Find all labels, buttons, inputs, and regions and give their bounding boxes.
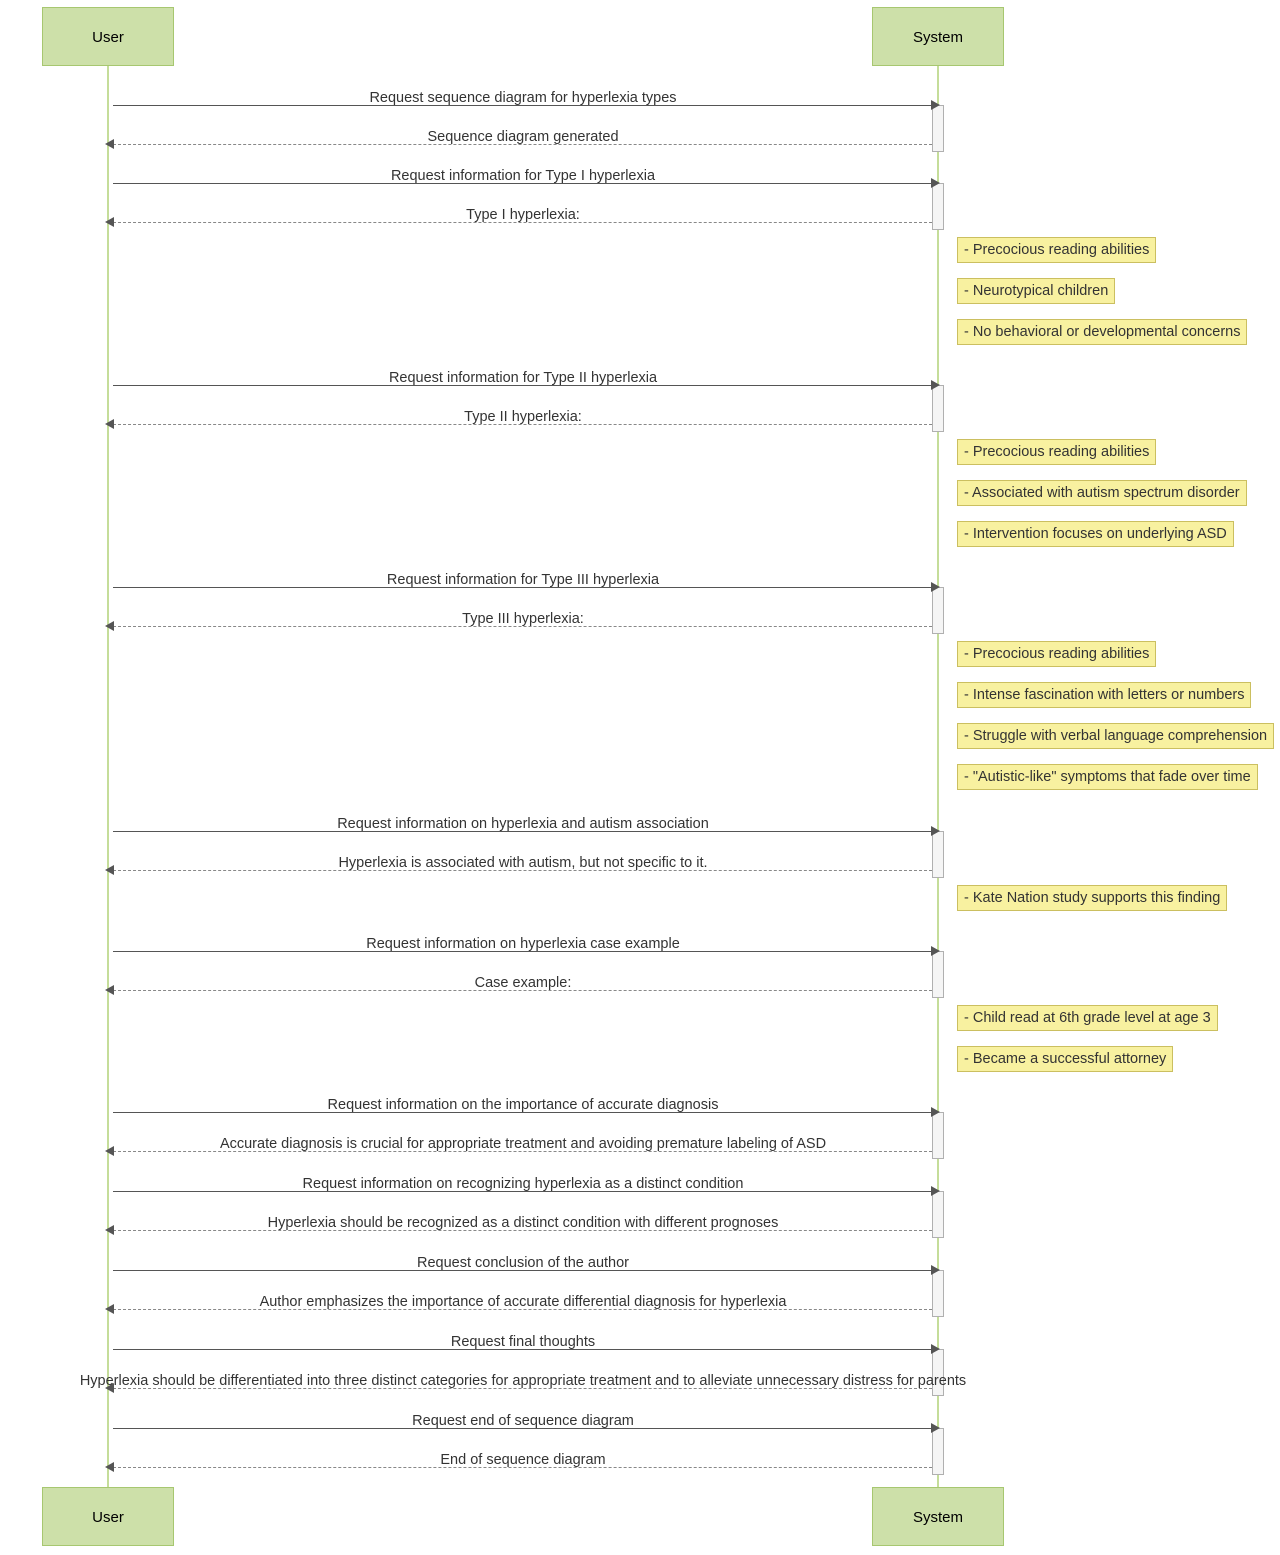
arrowhead-13	[105, 1146, 114, 1156]
message-arrow-8	[113, 831, 932, 832]
arrowhead-15	[105, 1225, 114, 1235]
message-arrow-12	[113, 1112, 932, 1113]
note-6: - Precocious reading abilities	[957, 641, 1156, 667]
message-label-12: Request information on the importance of…	[0, 1097, 1046, 1113]
arrowhead-1	[105, 139, 114, 149]
note-9: - "Autistic-like" symptoms that fade ove…	[957, 764, 1258, 790]
arrowhead-3	[105, 217, 114, 227]
message-arrow-15	[113, 1230, 932, 1231]
participant-user: User	[42, 1487, 174, 1546]
message-label-14: Request information on recognizing hyper…	[0, 1176, 1046, 1192]
arrowhead-6	[931, 582, 940, 592]
message-arrow-20	[113, 1428, 932, 1429]
message-label-0: Request sequence diagram for hyperlexia …	[0, 90, 1046, 106]
message-label-3: Type I hyperlexia:	[0, 207, 1046, 223]
message-arrow-21	[113, 1467, 932, 1468]
message-arrow-17	[113, 1309, 932, 1310]
arrowhead-12	[931, 1107, 940, 1117]
arrowhead-0	[931, 100, 940, 110]
note-7: - Intense fascination with letters or nu…	[957, 682, 1251, 708]
note-3: - Precocious reading abilities	[957, 439, 1156, 465]
message-arrow-6	[113, 587, 932, 588]
message-label-19: Hyperlexia should be differentiated into…	[0, 1373, 1046, 1389]
arrowhead-19	[105, 1383, 114, 1393]
message-label-13: Accurate diagnosis is crucial for approp…	[0, 1136, 1046, 1152]
message-arrow-18	[113, 1349, 932, 1350]
message-arrow-5	[113, 424, 932, 425]
lifeline-user	[107, 66, 109, 1487]
message-arrow-9	[113, 870, 932, 871]
arrowhead-7	[105, 621, 114, 631]
message-arrow-1	[113, 144, 932, 145]
note-11: - Child read at 6th grade level at age 3	[957, 1005, 1218, 1031]
message-arrow-19	[113, 1388, 932, 1389]
message-label-20: Request end of sequence diagram	[0, 1413, 1046, 1429]
arrowhead-16	[931, 1265, 940, 1275]
message-arrow-14	[113, 1191, 932, 1192]
arrowhead-5	[105, 419, 114, 429]
note-5: - Intervention focuses on underlying ASD	[957, 521, 1234, 547]
sequence-diagram: User System User System Request sequence dia…	[0, 0, 1280, 1555]
message-label-9: Hyperlexia is associated with autism, bu…	[0, 855, 1046, 871]
participant-system: System	[872, 7, 1004, 66]
note-10: - Kate Nation study supports this findin…	[957, 885, 1227, 911]
note-0: - Precocious reading abilities	[957, 237, 1156, 263]
note-8: - Struggle with verbal language comprehe…	[957, 723, 1274, 749]
note-12: - Became a successful attorney	[957, 1046, 1173, 1072]
message-arrow-4	[113, 385, 932, 386]
message-arrow-16	[113, 1270, 932, 1271]
message-label-11: Case example:	[0, 975, 1046, 991]
note-1: - Neurotypical children	[957, 278, 1115, 304]
arrowhead-17	[105, 1304, 114, 1314]
message-arrow-0	[113, 105, 932, 106]
message-label-4: Request information for Type II hyperlex…	[0, 370, 1046, 386]
arrowhead-2	[931, 178, 940, 188]
message-label-15: Hyperlexia should be recognized as a dis…	[0, 1215, 1046, 1231]
arrowhead-11	[105, 985, 114, 995]
message-label-5: Type II hyperlexia:	[0, 409, 1046, 425]
arrowhead-8	[931, 826, 940, 836]
message-label-17: Author emphasizes the importance of accu…	[0, 1294, 1046, 1310]
arrowhead-18	[931, 1344, 940, 1354]
message-label-2: Request information for Type I hyperlexi…	[0, 168, 1046, 184]
message-label-18: Request final thoughts	[0, 1334, 1046, 1350]
message-label-16: Request conclusion of the author	[0, 1255, 1046, 1271]
message-arrow-10	[113, 951, 932, 952]
message-label-6: Request information for Type III hyperle…	[0, 572, 1046, 588]
participant-system: System	[872, 1487, 1004, 1546]
message-label-7: Type III hyperlexia:	[0, 611, 1046, 627]
arrowhead-4	[931, 380, 940, 390]
participant-user: User	[42, 7, 174, 66]
message-label-10: Request information on hyperlexia case e…	[0, 936, 1046, 952]
message-arrow-11	[113, 990, 932, 991]
message-arrow-3	[113, 222, 932, 223]
arrowhead-14	[931, 1186, 940, 1196]
arrowhead-20	[931, 1423, 940, 1433]
message-label-1: Sequence diagram generated	[0, 129, 1046, 145]
message-label-21: End of sequence diagram	[0, 1452, 1046, 1468]
message-arrow-7	[113, 626, 932, 627]
message-label-8: Request information on hyperlexia and au…	[0, 816, 1046, 832]
message-arrow-13	[113, 1151, 932, 1152]
arrowhead-21	[105, 1462, 114, 1472]
note-4: - Associated with autism spectrum disord…	[957, 480, 1247, 506]
message-arrow-2	[113, 183, 932, 184]
arrowhead-9	[105, 865, 114, 875]
note-2: - No behavioral or developmental concern…	[957, 319, 1247, 345]
arrowhead-10	[931, 946, 940, 956]
